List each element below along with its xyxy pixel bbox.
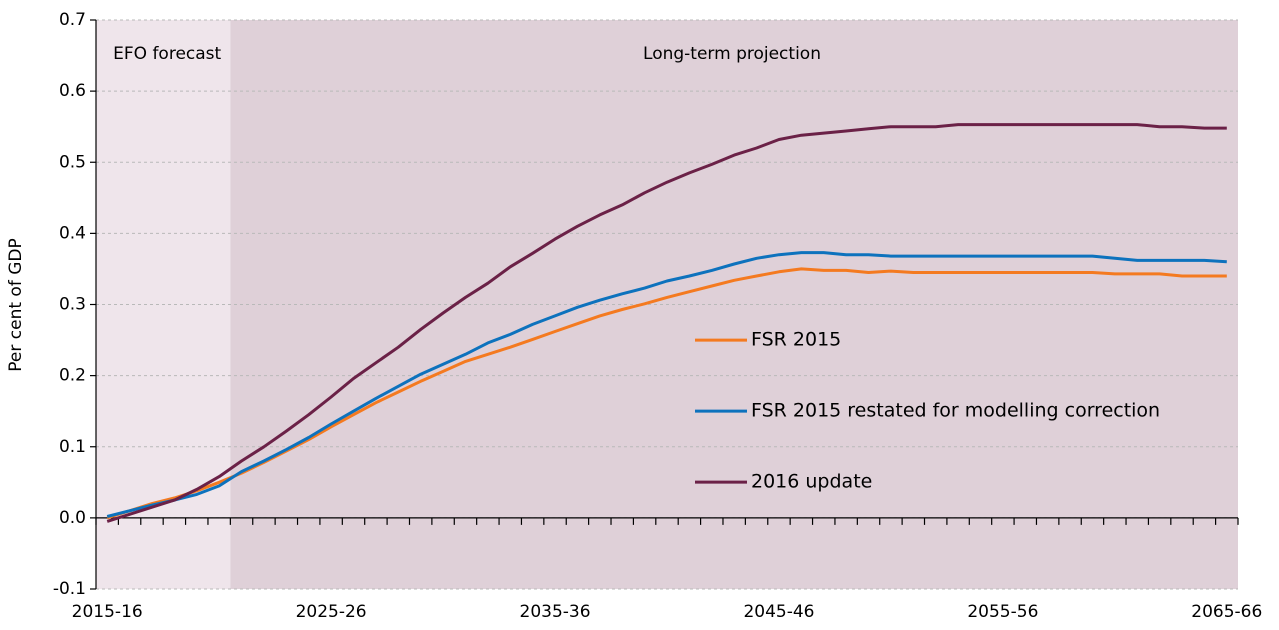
series-line [106,251,1227,518]
y-tick-label: 0.5 [59,152,86,172]
x-tick-label: 2065-66 [1191,602,1262,622]
legend-label: FSR 2015 [751,329,841,351]
legend-label: FSR 2015 restated for modelling correcti… [751,400,1160,422]
x-tick-label: 2035-36 [520,602,591,622]
y-tick-label: 0.0 [59,508,86,528]
legend-label: 2016 update [751,471,872,493]
y-tick-label: 0.7 [59,10,86,30]
annotation: EFO forecast [113,44,221,64]
x-tick-label: 2015-16 [72,602,143,622]
annotation: Long-term projection [643,44,821,64]
x-tick-label: 2045-46 [743,602,814,622]
y-tick-label: 0.6 [59,81,86,101]
x-tick-label: 2055-56 [967,602,1038,622]
x-tick-label: 2025-26 [296,602,367,622]
y-tick-label: 0.4 [59,223,86,243]
y-axis-label: Per cent of GDP [6,238,26,371]
series-line [106,123,1227,523]
y-tick-label: 0.1 [59,437,86,457]
y-tick-label: 0.2 [59,366,86,386]
y-tick-label: -0.1 [53,579,86,599]
y-tick-label: 0.3 [59,295,86,315]
